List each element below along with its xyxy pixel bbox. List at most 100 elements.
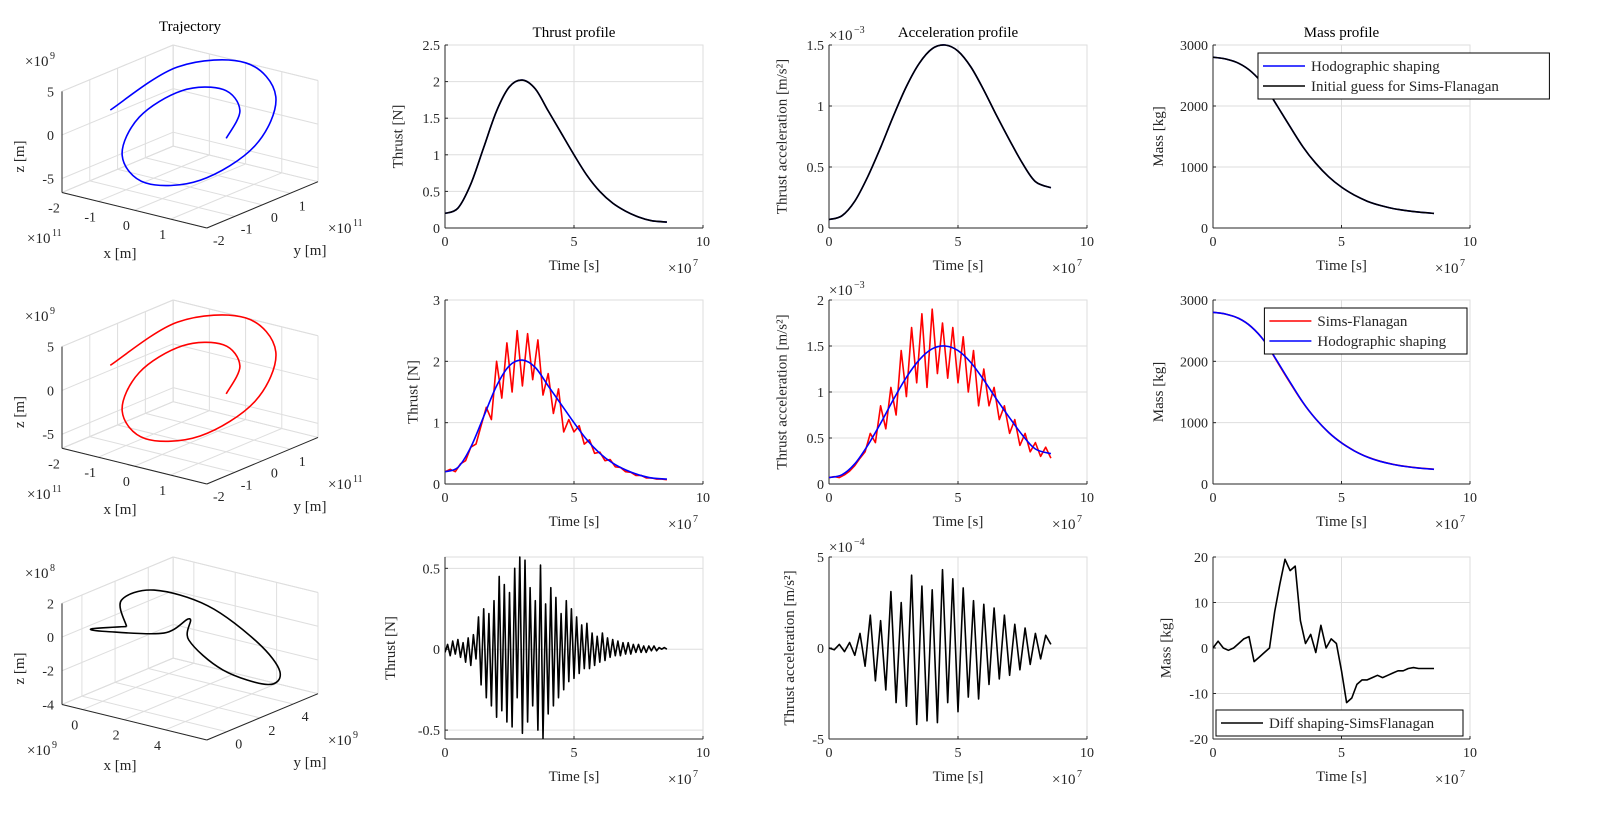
y-axis-label: Thrust [N] xyxy=(383,616,399,680)
y-axis-label: Thrust [N] xyxy=(391,105,407,169)
legend-entry: Hodographic shaping xyxy=(1311,59,1440,75)
y-tick-label: 1.5 xyxy=(807,39,825,54)
legend: Hodographic shaping Initial guess for Sim… xyxy=(1257,52,1550,100)
y-tick-label: 0.5 xyxy=(423,562,441,577)
y-tick-label: -1 xyxy=(241,222,253,237)
legend-box xyxy=(1257,52,1550,100)
wall-gridline xyxy=(173,556,319,594)
x-tick-label: 2 xyxy=(113,729,120,744)
y-tick-label: 3 xyxy=(433,294,440,309)
y-tick-label: -2 xyxy=(213,234,225,249)
wall-gridline xyxy=(61,145,174,193)
legend-box xyxy=(1263,307,1468,355)
axes-7: 0 5 10 0 1000 2000 3000 Time [s] ×10 7 Mass [kg] Si… xyxy=(1151,294,1477,533)
x-tick-label: 0 xyxy=(1210,746,1217,761)
x-tick-label: 0 xyxy=(71,719,78,734)
y-axis-multiplier-exponent: −4 xyxy=(854,537,865,548)
x-tick-label: 10 xyxy=(1080,491,1094,506)
wall-gridline xyxy=(173,131,319,169)
y-tick-label: 0 xyxy=(817,222,824,237)
x-tick-label: 4 xyxy=(154,739,161,754)
wall-gridline xyxy=(61,299,174,348)
series-line-0 xyxy=(445,556,668,739)
y-tick-label: 0 xyxy=(433,222,440,237)
y-tick-label: 1.5 xyxy=(423,112,441,127)
x-tick-label: 1 xyxy=(159,228,166,243)
x-axis-multiplier-exponent: 7 xyxy=(1077,514,1082,525)
y-axis-label: Mass [kg] xyxy=(1151,106,1167,166)
x-tick-label: 10 xyxy=(1080,235,1094,250)
y-tick-label: 1 xyxy=(817,386,824,401)
x-axis-label: x [m] xyxy=(104,246,137,262)
x-axis-label: x [m] xyxy=(104,758,137,774)
x-axis-label: Time [s] xyxy=(933,514,984,530)
y-tick-label: 1 xyxy=(433,417,440,432)
z-tick-label: -4 xyxy=(42,698,54,713)
y-axis-multiplier: ×10 xyxy=(829,283,852,299)
x-axis-multiplier: ×10 xyxy=(668,261,691,277)
x-axis-label: Time [s] xyxy=(1316,769,1367,785)
axes3d-0: -2 -1 0 1 -2 -1 0 1 -5 0 5 Trajectory x [m] y [m] z [m… xyxy=(12,19,363,262)
y-tick-label: 3000 xyxy=(1180,294,1208,309)
y-tick-label: 1 xyxy=(299,199,306,214)
legend-entry: Hodographic shaping xyxy=(1317,334,1446,350)
y-axis-multiplier-exponent: −3 xyxy=(854,280,865,291)
y-tick-label: 0.5 xyxy=(423,185,441,200)
floor-gridline xyxy=(89,436,235,473)
y-tick-label: 0 xyxy=(235,738,242,753)
x-tick-label: 0 xyxy=(826,235,833,250)
series-line-1 xyxy=(445,79,667,223)
wall-gridline xyxy=(61,590,174,638)
x-tick-label: 5 xyxy=(1338,491,1345,506)
x-axis-label: Time [s] xyxy=(1316,258,1367,274)
x-axis-label: Time [s] xyxy=(549,258,600,274)
series-line-0 xyxy=(1213,558,1434,704)
x-tick-label: 0 xyxy=(442,235,449,250)
x-tick-label: 5 xyxy=(955,235,962,250)
x-axis-multiplier-exponent: 7 xyxy=(693,514,698,525)
legend: Sims-Flanagan Hodographic shaping xyxy=(1263,307,1468,355)
wall-gridline xyxy=(173,657,319,695)
x-axis-label: Time [s] xyxy=(549,514,600,530)
y-tick-label: 2.5 xyxy=(423,39,441,54)
x-axis-multiplier: ×10 xyxy=(27,231,50,247)
axes-3: 0 5 10 0 1000 2000 3000 Mass profile Time [s] ×10… xyxy=(1151,25,1550,277)
z-tick-label: 0 xyxy=(47,384,54,399)
y-axis-label: Mass [kg] xyxy=(1159,618,1175,678)
trajectory-line-0 xyxy=(109,314,277,443)
x-tick-label: 5 xyxy=(955,491,962,506)
x-tick-label: 0 xyxy=(442,491,449,506)
wall-gridline xyxy=(61,343,174,391)
x-tick-label: 0 xyxy=(123,219,130,234)
x-axis-multiplier: ×10 xyxy=(1435,261,1458,277)
x-axis-multiplier-exponent: 7 xyxy=(1077,769,1082,780)
chart-title: Trajectory xyxy=(159,19,221,35)
z-axis-multiplier: ×10 xyxy=(25,566,48,582)
x-tick-label: 0 xyxy=(826,746,833,761)
chart-title: Mass profile xyxy=(1304,25,1380,41)
x-axis xyxy=(61,191,207,229)
wall-gridline xyxy=(61,623,174,672)
y-tick-label: 0 xyxy=(1201,642,1208,657)
x-tick-label: 0 xyxy=(442,746,449,761)
axes-11: 0 5 10 -20 -10 0 10 20 Time [s] ×10 7 Mass [kg] Diff… xyxy=(1159,551,1478,788)
x-tick-label: 0 xyxy=(123,475,130,490)
x-axis-label: x [m] xyxy=(104,502,137,518)
y-axis-label: Thrust acceleration [m/s²] xyxy=(775,59,791,214)
floor-gridline xyxy=(145,157,291,194)
y-axis-multiplier: ×10 xyxy=(328,221,351,237)
y-tick-label: 2 xyxy=(433,355,440,370)
x-tick-label: 10 xyxy=(1463,746,1477,761)
y-tick-label: 0 xyxy=(271,211,278,226)
floor-gridline xyxy=(148,668,294,705)
legend-entry: Sims-Flanagan xyxy=(1317,314,1407,330)
legend-entry: Initial guess for Sims-Flanagan xyxy=(1311,79,1499,95)
z-tick-label: 2 xyxy=(47,597,54,612)
x-axis-label: Time [s] xyxy=(933,258,984,274)
series-line-0 xyxy=(829,568,1052,726)
x-tick-label: 5 xyxy=(571,235,578,250)
series-line-1 xyxy=(829,345,1052,479)
wall-gridline xyxy=(61,88,174,136)
y-axis-multiplier: ×10 xyxy=(328,477,351,493)
z-tick-label: 5 xyxy=(47,341,54,356)
